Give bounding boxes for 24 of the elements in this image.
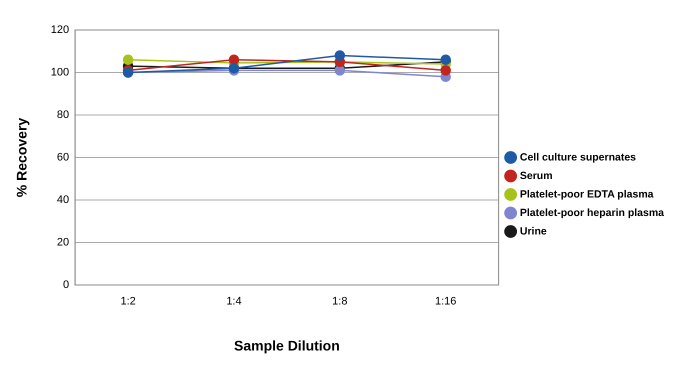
y-tick-label: 0: [63, 279, 70, 292]
y-axis-title: % Recovery: [13, 118, 30, 198]
point: [334, 65, 346, 76]
y-tick-label: 100: [50, 66, 70, 79]
y-tick-label: 20: [56, 236, 70, 249]
legend-label: Urine: [520, 225, 547, 238]
x-tick-label: 1:8: [332, 296, 348, 308]
legend-label: Platelet-poor EDTA plasma: [520, 188, 654, 200]
point: [440, 65, 451, 76]
legend-label: Serum: [520, 170, 553, 182]
legend-label: Platelet-poor heparin plasma: [520, 206, 664, 219]
x-axis-title: Sample Dilution: [234, 337, 340, 354]
y-tick-label: 80: [56, 109, 70, 122]
point: [440, 54, 451, 65]
x-tick-label: 1:4: [226, 296, 242, 308]
x-tick-label: 1:16: [434, 296, 456, 308]
point: [228, 54, 240, 65]
y-tick-label: 120: [50, 24, 70, 36]
y-tick-label: 40: [56, 194, 70, 206]
point: [334, 50, 346, 61]
x-tick-label: 1:2: [120, 296, 136, 308]
legend-label: Cell culture supernates: [520, 151, 636, 164]
point: [122, 54, 134, 65]
y-tick-label: 60: [56, 152, 70, 164]
